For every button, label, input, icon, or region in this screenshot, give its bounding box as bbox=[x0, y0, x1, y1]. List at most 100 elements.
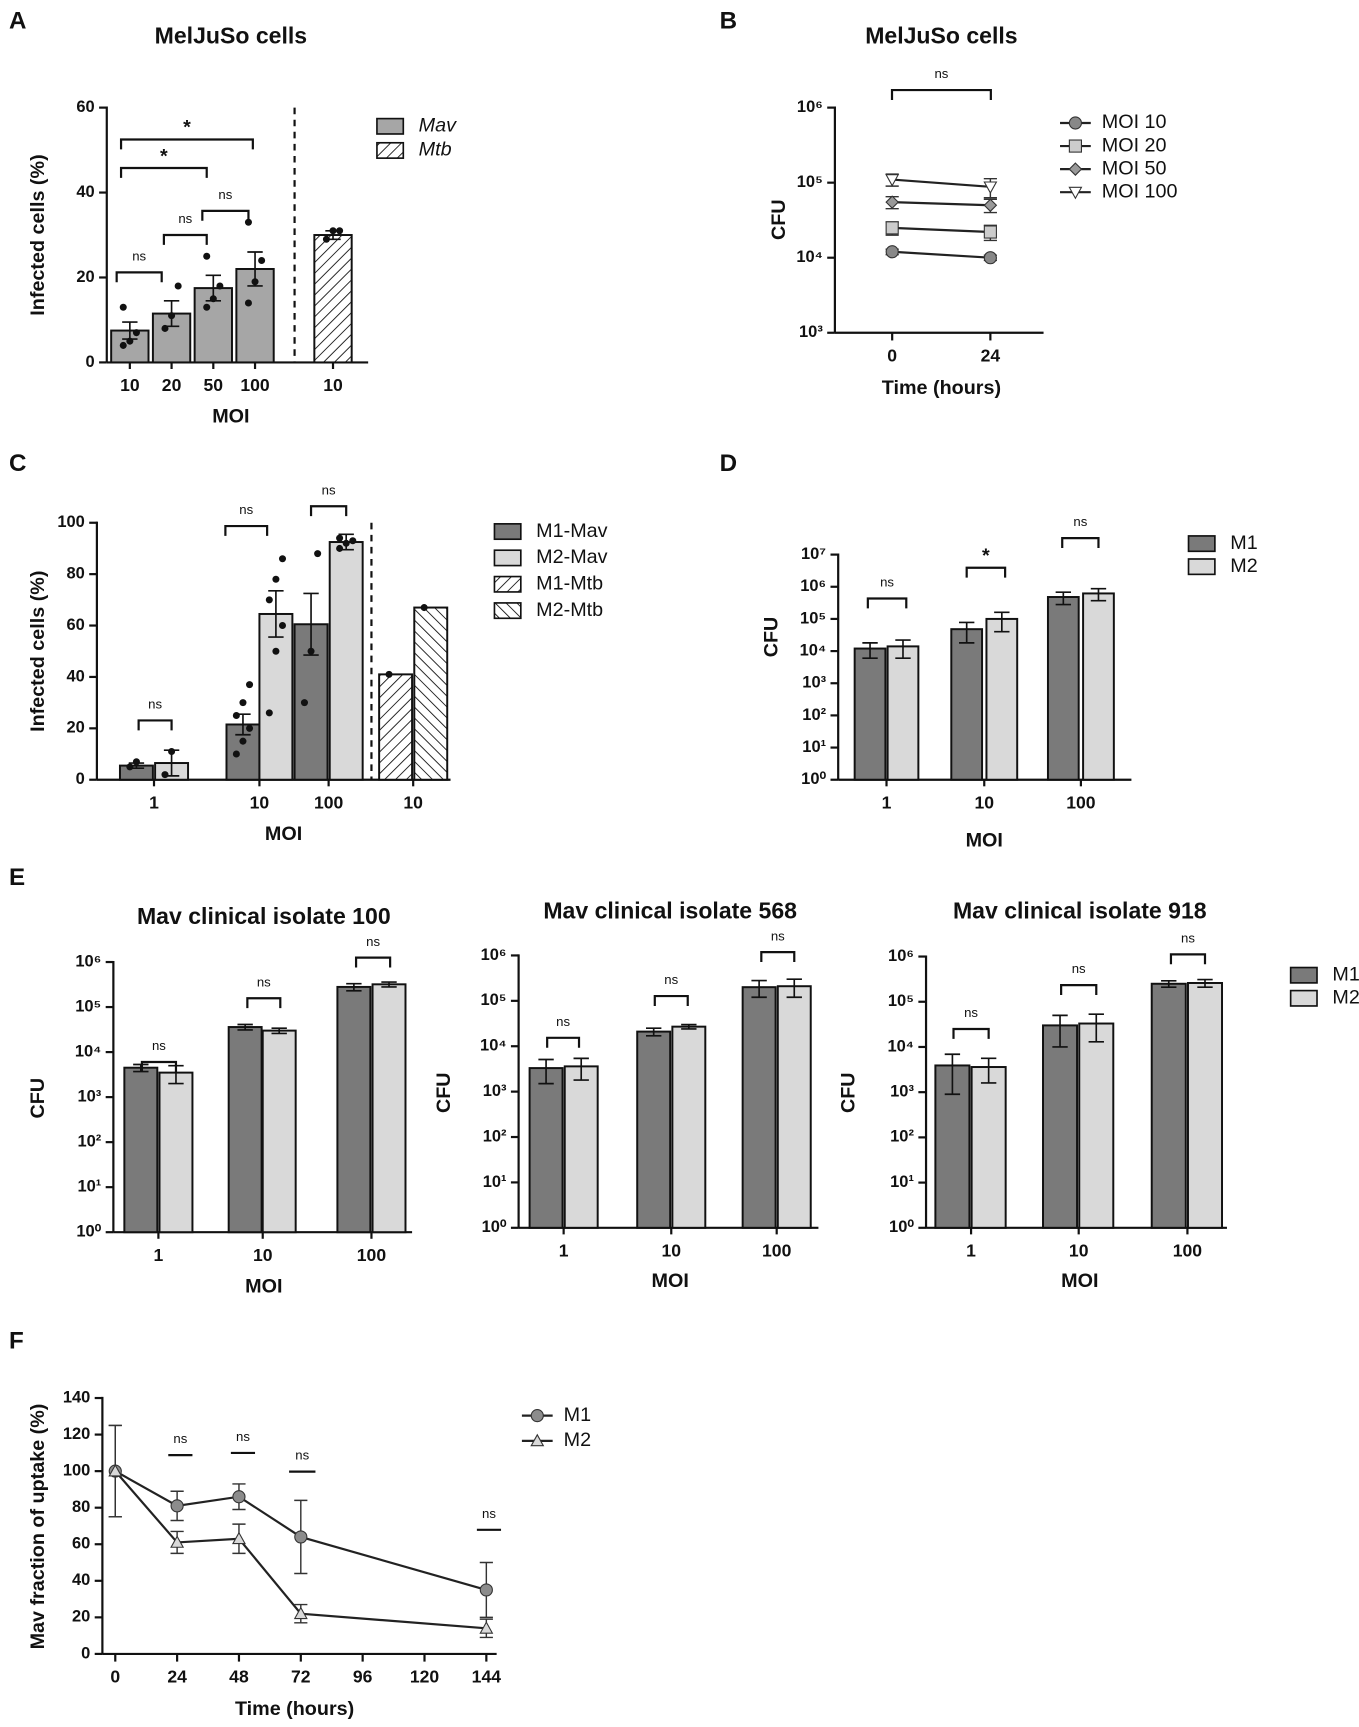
y-tick-label: 10⁴ bbox=[480, 1037, 506, 1055]
error-bar bbox=[895, 639, 911, 660]
data-point bbox=[161, 324, 169, 332]
x-tick-label: 144 bbox=[472, 1667, 502, 1687]
bar bbox=[371, 983, 407, 1234]
x-tick-label: 10 bbox=[403, 793, 423, 813]
data-point bbox=[119, 303, 127, 311]
significance-bracket bbox=[140, 1060, 178, 1072]
data-point bbox=[119, 341, 127, 349]
x-tick-label: 1 bbox=[149, 793, 159, 813]
x-tick-label: 100 bbox=[314, 793, 344, 813]
bar bbox=[336, 985, 372, 1234]
data-point bbox=[168, 312, 176, 320]
marker bbox=[983, 225, 997, 239]
bar bbox=[261, 1029, 297, 1234]
y-axis-label: CFU bbox=[761, 617, 783, 658]
y-tick-label: 10³ bbox=[890, 1083, 914, 1101]
data-point bbox=[216, 282, 224, 290]
error-bar bbox=[980, 1057, 997, 1084]
legend-label: M2-Mav bbox=[536, 546, 607, 568]
significance-label: ns bbox=[1072, 961, 1086, 976]
significance-bracket bbox=[760, 951, 796, 963]
panel-label: B bbox=[720, 7, 737, 34]
data-point bbox=[329, 227, 337, 235]
x-tick-label: 10 bbox=[974, 793, 994, 813]
data-point bbox=[132, 758, 140, 766]
significance-bracket bbox=[354, 956, 392, 968]
x-tick-label: 10 bbox=[1069, 1241, 1089, 1261]
significance-label: ns bbox=[1181, 930, 1195, 945]
significance-bracket bbox=[866, 597, 908, 609]
significance-bracket bbox=[309, 505, 348, 517]
y-tick-label: 0 bbox=[86, 353, 95, 371]
legend-swatch bbox=[1187, 558, 1216, 576]
data-point bbox=[244, 299, 252, 307]
error-bar bbox=[381, 981, 397, 988]
significance-bracket bbox=[965, 566, 1007, 578]
data-point bbox=[349, 537, 357, 545]
series-line bbox=[892, 178, 991, 188]
y-tick-label: 80 bbox=[72, 1498, 90, 1516]
y-tick-label: 10⁵ bbox=[797, 173, 823, 191]
significance-label: ns bbox=[366, 934, 380, 949]
y-tick-label: 10⁶ bbox=[800, 577, 826, 595]
series-line bbox=[892, 250, 991, 259]
data-point bbox=[232, 711, 240, 720]
data-point bbox=[246, 681, 254, 689]
x-tick-label: 24 bbox=[981, 346, 1001, 366]
x-tick-label: 50 bbox=[204, 375, 224, 395]
y-tick-label: 0 bbox=[76, 770, 85, 788]
legend-swatch bbox=[376, 117, 405, 135]
significance-bracket bbox=[1061, 537, 1100, 549]
data-point bbox=[203, 303, 211, 311]
significance-label: ns bbox=[152, 1038, 166, 1053]
y-tick-label: 10¹ bbox=[77, 1178, 101, 1196]
data-point bbox=[265, 709, 273, 717]
significance-label: * bbox=[183, 117, 191, 139]
legend-swatch bbox=[493, 602, 522, 620]
bar bbox=[950, 628, 984, 781]
significance-bracket bbox=[137, 719, 173, 731]
chart-title: Mav clinical isolate 568 bbox=[543, 898, 797, 924]
y-tick-label: 60 bbox=[76, 98, 94, 116]
significance-label: * bbox=[160, 145, 168, 167]
bar bbox=[313, 234, 353, 364]
y-tick-label: 10² bbox=[890, 1128, 914, 1146]
data-point bbox=[168, 747, 176, 755]
marker bbox=[983, 181, 998, 195]
y-tick-label: 10² bbox=[483, 1127, 507, 1145]
data-point bbox=[272, 647, 280, 655]
y-axis-label: Infected cells (%) bbox=[27, 571, 49, 732]
error-bar bbox=[944, 1053, 961, 1096]
x-tick-label: 10 bbox=[323, 375, 343, 395]
legend-label: M1 bbox=[1230, 532, 1257, 554]
x-axis-label: MOI bbox=[652, 1270, 689, 1292]
x-tick-label: 120 bbox=[410, 1667, 440, 1687]
x-axis-label: MOI bbox=[212, 406, 249, 428]
y-tick-label: 60 bbox=[66, 616, 84, 634]
bar bbox=[123, 1066, 159, 1234]
significance-bracket bbox=[201, 209, 250, 221]
bar bbox=[776, 985, 812, 1229]
data-point bbox=[265, 596, 273, 604]
legend-swatch bbox=[1187, 535, 1216, 553]
error-bar bbox=[271, 1027, 287, 1035]
x-axis-label: MOI bbox=[245, 1275, 282, 1297]
significance-bracket bbox=[653, 994, 689, 1006]
significance-label: ns bbox=[556, 1014, 570, 1029]
legend-label: MOI 50 bbox=[1102, 157, 1167, 179]
x-tick-label: 10 bbox=[120, 375, 140, 395]
data-point bbox=[251, 278, 259, 286]
legend-swatch bbox=[376, 141, 405, 159]
data-point bbox=[132, 329, 140, 337]
x-axis-label: Time (hours) bbox=[882, 377, 1001, 399]
x-tick-label: 10 bbox=[250, 793, 270, 813]
significance-label: ns bbox=[218, 187, 232, 202]
y-tick-label: 10⁵ bbox=[888, 992, 914, 1010]
error-bar bbox=[1197, 978, 1213, 989]
significance-label: ns bbox=[771, 928, 785, 943]
significance-bracket bbox=[119, 138, 254, 150]
x-tick-label: 10 bbox=[253, 1245, 273, 1265]
marker bbox=[108, 1463, 123, 1477]
marker bbox=[1068, 116, 1082, 130]
